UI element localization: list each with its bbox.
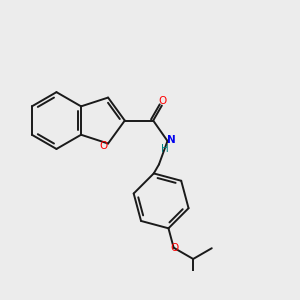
Text: N: N — [167, 135, 176, 145]
Text: O: O — [158, 96, 167, 106]
Text: H: H — [161, 144, 169, 154]
Text: O: O — [170, 243, 178, 253]
Text: O: O — [100, 141, 108, 151]
